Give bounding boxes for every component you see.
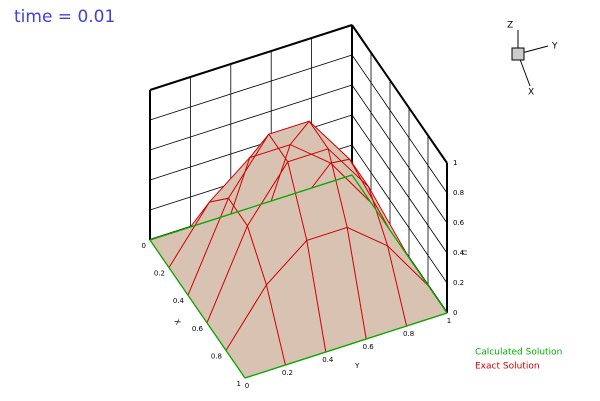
orient-label: X bbox=[528, 88, 534, 98]
orientation-widget: Z Y X bbox=[507, 21, 558, 98]
y-tick-label: 0 bbox=[245, 382, 249, 390]
box-edge bbox=[351, 24, 448, 164]
legend-label: Calculated Solution bbox=[475, 348, 562, 358]
grid-line bbox=[351, 114, 448, 254]
z-axis-label: U bbox=[460, 250, 468, 255]
x-tick-label: 1 bbox=[237, 380, 241, 388]
exact-line bbox=[187, 120, 391, 296]
z-tick-label: 0.8 bbox=[453, 189, 464, 197]
x-tick-label: 0.4 bbox=[173, 297, 185, 305]
z-tick-label: 0 bbox=[453, 309, 457, 317]
exact-line bbox=[230, 133, 327, 353]
exact-line bbox=[206, 148, 410, 323]
y-axis-label: Y bbox=[354, 362, 360, 370]
y-tick-label: 0.8 bbox=[403, 330, 414, 338]
exact-line bbox=[168, 144, 372, 268]
orient-label: Z bbox=[507, 21, 513, 31]
calculated-edge bbox=[351, 174, 448, 314]
chart-title: time = 0.01 bbox=[14, 7, 115, 27]
z-tick-label: 0.4 bbox=[453, 249, 465, 257]
grid-line bbox=[351, 54, 448, 194]
y-tick-label: 0.6 bbox=[363, 343, 375, 351]
z-tick-label: 1 bbox=[453, 159, 457, 167]
y-tick-label: 0.2 bbox=[282, 369, 293, 377]
z-tick-label: 0.2 bbox=[453, 279, 464, 287]
grid-line bbox=[351, 84, 448, 224]
x-tick-label: 0.8 bbox=[211, 352, 222, 360]
calculated-edge bbox=[244, 312, 448, 379]
calculated-edge bbox=[149, 174, 353, 241]
y-tick-label: 1 bbox=[447, 317, 451, 325]
exact-line bbox=[270, 120, 367, 340]
x-tick-label: 0 bbox=[142, 242, 146, 250]
grid-line bbox=[149, 54, 353, 121]
calculated-edge bbox=[149, 239, 246, 379]
box-edge bbox=[149, 24, 353, 91]
x-tick-label: 0.2 bbox=[154, 270, 165, 278]
legend-label: Exact Solution bbox=[475, 362, 540, 372]
y-tick-label: 0.4 bbox=[322, 356, 334, 364]
z-tick-label: 0.6 bbox=[453, 219, 465, 227]
exact-line bbox=[311, 158, 408, 327]
orient-cube bbox=[511, 47, 525, 61]
orient-label: Y bbox=[551, 42, 558, 52]
grid-line bbox=[149, 84, 353, 151]
grid-line bbox=[149, 114, 353, 181]
x-axis-label: X bbox=[173, 318, 182, 326]
x-tick-label: 0.6 bbox=[192, 325, 204, 333]
exact-line bbox=[225, 226, 429, 351]
grid-line bbox=[351, 144, 448, 284]
